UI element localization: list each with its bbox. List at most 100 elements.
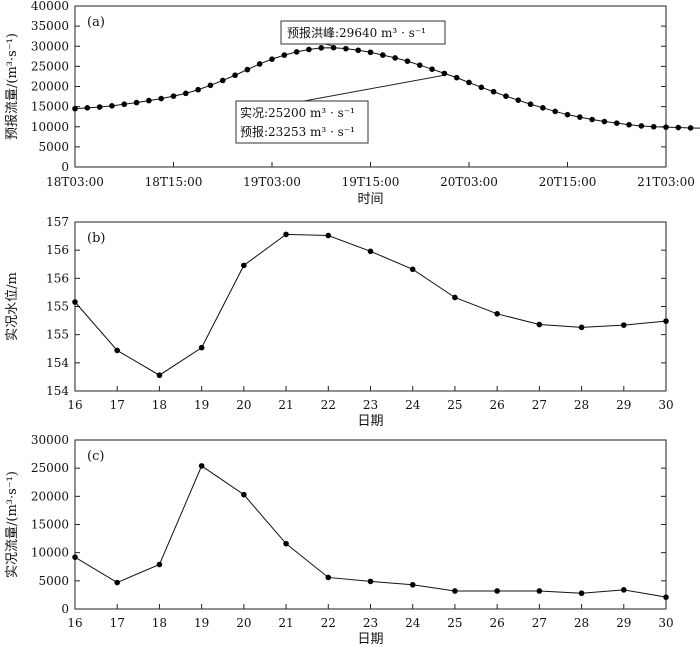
data-point (355, 47, 361, 54)
data-point (72, 554, 78, 560)
x-tick-label: 27 (532, 616, 547, 630)
x-tick-label: 21 (278, 616, 293, 630)
annotation-box-compare (235, 100, 369, 144)
y-tick-label: 30000 (31, 433, 69, 447)
annotation-peak: 预报洪峰:29640 m³ · s⁻¹ (287, 25, 426, 40)
data-point (416, 62, 423, 68)
data-point (343, 45, 349, 52)
panel-a: 0 5000 10000 15000 20000 25000 30000 35000 40000… (5, 0, 700, 207)
data-point (283, 231, 289, 238)
data-point (601, 118, 608, 125)
data-point (269, 56, 275, 62)
data-point (306, 46, 312, 53)
data-point (207, 82, 214, 89)
data-point (577, 114, 583, 120)
x-axis-title: 日期 (357, 414, 383, 429)
data-point (409, 581, 416, 588)
y-tick-label: 30000 (31, 39, 69, 53)
data-point (156, 561, 163, 568)
data-point (540, 105, 546, 111)
data-point (626, 121, 632, 128)
x-tick-label: 23 (363, 616, 378, 630)
data-point (232, 72, 238, 79)
data-point (241, 491, 247, 498)
x-tick-label: 18T15:00 (145, 175, 203, 189)
data-point (515, 97, 522, 103)
y-tick-label: 10000 (31, 546, 69, 560)
data-point (613, 120, 620, 126)
data-point (281, 52, 288, 58)
data-point (121, 101, 128, 108)
data-point (578, 590, 585, 597)
data-point (114, 347, 121, 354)
data-point (494, 588, 500, 594)
data-point (325, 574, 332, 581)
data-point (96, 104, 103, 110)
panel-label: (a) (87, 15, 105, 30)
data-point (675, 124, 682, 131)
x-tick-label: 19 (194, 616, 209, 630)
data-point (146, 97, 152, 104)
x-tick-label: 16 (67, 398, 82, 412)
data-point (367, 49, 374, 56)
x-tick-label: 19T03:00 (243, 175, 301, 189)
x-tick-label: 17 (110, 398, 125, 412)
y-tick-label: 15000 (31, 518, 69, 532)
x-tick-label: 18T03:00 (46, 175, 104, 189)
data-point (84, 105, 91, 111)
data-point (429, 66, 435, 72)
x-tick-label: 20 (236, 398, 251, 412)
x-tick-label: 25 (447, 398, 462, 412)
y-tick-label: 157 (46, 215, 69, 229)
data-point (183, 90, 189, 97)
data-point (158, 95, 164, 102)
data-point (409, 266, 416, 273)
y-axis-title: 实况流量/(m³·s⁻¹) (5, 471, 20, 578)
data-point (536, 321, 543, 328)
x-tick-label: 28 (574, 616, 589, 630)
x-tick-label: 26 (490, 616, 505, 630)
x-tick-label: 24 (405, 398, 421, 412)
data-point (494, 311, 500, 317)
series-line-b (74, 233, 667, 376)
y-tick-label: 25000 (31, 59, 69, 73)
data-point (195, 86, 201, 93)
y-tick-label: 0 (61, 160, 69, 174)
annotation-observed: 实况:25200 m³ · s⁻¹ (240, 105, 355, 120)
y-axis-title: 实况水位/m (5, 272, 20, 341)
data-point (256, 61, 263, 67)
data-point (219, 77, 226, 84)
data-point (367, 578, 374, 585)
data-point (490, 88, 497, 95)
data-point (380, 52, 386, 58)
data-point (503, 93, 509, 99)
x-tick-label: 19 (194, 398, 209, 412)
x-tick-label: 28 (574, 398, 589, 412)
data-point (293, 49, 300, 55)
data-point (392, 55, 398, 61)
data-point (72, 105, 78, 112)
data-point (578, 324, 585, 331)
data-point (325, 232, 332, 239)
y-tick-label: 154 (46, 384, 69, 398)
data-point (620, 322, 627, 328)
data-point (156, 372, 163, 379)
annotation-box-peak (280, 20, 446, 45)
x-tick-label: 27 (532, 398, 547, 412)
x-tick-label: 25 (447, 616, 462, 630)
y-tick-label: 20000 (31, 80, 69, 94)
data-point (318, 45, 325, 51)
x-tick-label: 21 (278, 398, 293, 412)
data-point (650, 123, 657, 130)
data-point (198, 463, 205, 469)
x-axis-title: 日期 (357, 632, 383, 647)
data-point (244, 66, 251, 73)
data-point (198, 344, 205, 351)
x-tick-label: 29 (616, 398, 631, 412)
x-tick-label: 21T03:00 (637, 175, 695, 189)
x-tick-label: 24 (405, 616, 421, 630)
x-tick-label: 26 (490, 398, 505, 412)
y-tick-label: 35000 (31, 19, 69, 33)
y-tick-label: 155 (46, 328, 69, 342)
annotation-leader-compare (303, 74, 444, 102)
